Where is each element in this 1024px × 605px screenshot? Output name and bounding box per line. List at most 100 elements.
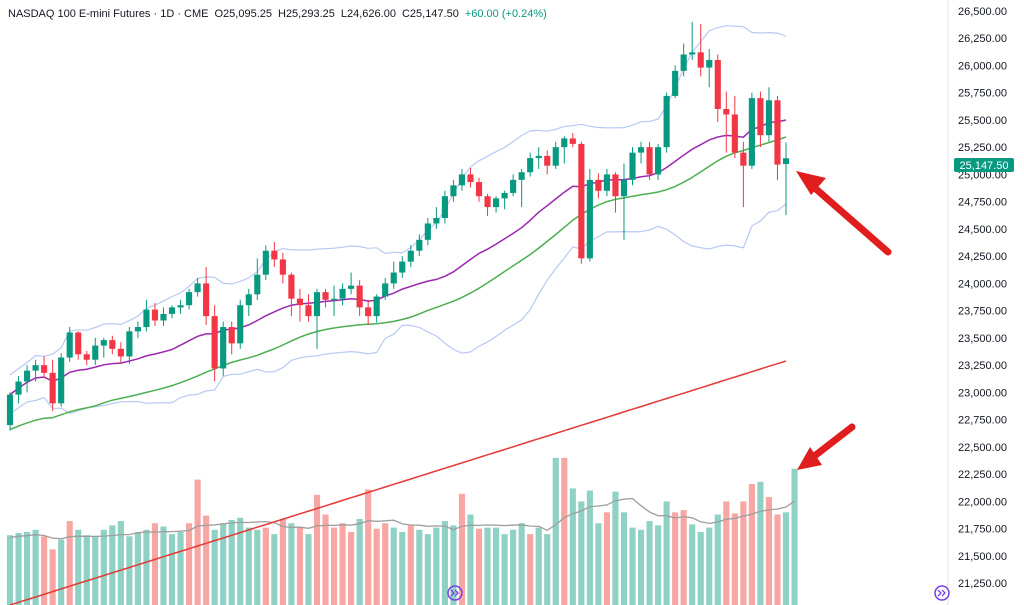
volume-bar: [203, 515, 210, 605]
candle-body: [697, 52, 704, 68]
volume-bar: [586, 490, 593, 605]
scroll-to-latest-icon[interactable]: [934, 585, 950, 601]
candle-body: [552, 147, 559, 166]
volume-bar: [740, 501, 747, 605]
candle-body: [714, 59, 721, 110]
price-tick-label: 26,000.00: [958, 60, 1007, 72]
candle-body: [706, 59, 713, 68]
chart-legend: NASDAQ 100 E-mini Futures · 1D · CME O25,…: [8, 8, 553, 20]
candle-body: [305, 305, 312, 317]
volume-bar: [655, 525, 662, 605]
volume-bar: [791, 468, 798, 605]
candle-body: [160, 313, 167, 321]
candle-body: [41, 365, 48, 373]
arrow-volume-head: [797, 447, 822, 470]
volume-bar: [211, 529, 218, 605]
candle-body: [186, 292, 193, 306]
candle-body: [126, 331, 133, 357]
candle-body: [339, 288, 346, 299]
volume-bar: [330, 527, 338, 605]
volume-bar: [92, 536, 99, 605]
volume-bar: [578, 501, 585, 605]
price-tick-label: 22,500.00: [958, 442, 1007, 454]
nav-forward-icon[interactable]: [447, 585, 463, 601]
candle-body: [211, 316, 218, 369]
candle-body: [220, 327, 227, 369]
candle-body: [399, 261, 406, 273]
volume-ma-line: [9, 497, 795, 540]
candle-body: [416, 239, 423, 251]
volume-bar: [544, 534, 551, 605]
volume-bar: [58, 539, 65, 605]
candle-body: [612, 174, 619, 197]
volume-bar: [569, 488, 576, 605]
volume-bar: [339, 523, 346, 605]
candle-body: [680, 54, 687, 71]
candle-body: [194, 283, 201, 293]
candle-body: [407, 250, 414, 262]
candle-body: [168, 307, 176, 314]
candle-body: [586, 179, 593, 259]
candle-body: [740, 152, 747, 166]
price-tick-label: 25,500.00: [958, 115, 1007, 127]
volume-bar: [458, 493, 466, 605]
price-tick-label: 24,750.00: [958, 197, 1007, 209]
volume-bar: [595, 523, 602, 605]
volume-bar: [237, 517, 244, 605]
volume-bar: [603, 512, 610, 605]
volume-bar: [450, 525, 457, 605]
volume-bar: [194, 479, 201, 605]
candle-body: [774, 100, 781, 165]
price-tick-label: 21,250.00: [958, 578, 1007, 590]
candle-body: [15, 381, 22, 395]
candle-body: [288, 274, 295, 299]
price-axis: 21,250.00 21,500.00 21,750.00 22,000.00 22,2…: [958, 6, 1007, 590]
price-tick-label: 24,000.00: [958, 278, 1007, 290]
candle-body: [75, 332, 82, 355]
volume-bar: [723, 501, 730, 605]
volume-bar: [134, 531, 141, 605]
price-tick-label: 26,250.00: [958, 33, 1007, 45]
volume-bar: [32, 529, 39, 605]
candle-body: [348, 285, 355, 289]
candle-body: [433, 218, 440, 224]
volume-bar: [510, 529, 517, 605]
candle-body: [322, 292, 329, 300]
ma50-line: [9, 136, 787, 431]
volume-bar: [663, 501, 670, 605]
price-tick-label: 26,500.00: [958, 6, 1007, 18]
lower-band-line: [9, 203, 787, 415]
volume-bar: [15, 533, 22, 605]
candle-body: [203, 283, 210, 317]
volume-bar: [245, 527, 252, 605]
candle-body: [655, 147, 662, 175]
candle-body: [458, 174, 466, 186]
volume-bar: [143, 529, 150, 605]
volume-bar: [697, 531, 704, 605]
volume-bar: [689, 524, 696, 605]
volume-bar: [186, 523, 193, 605]
volume-bar: [348, 531, 355, 605]
volume-bar: [49, 549, 56, 605]
volume-bar: [305, 534, 312, 605]
candle-body: [271, 250, 278, 260]
price-tick-label: 22,250.00: [958, 469, 1007, 481]
volume-bar: [706, 527, 713, 605]
candle-body: [501, 192, 508, 199]
volume-bar: [501, 534, 508, 605]
volume-bar: [527, 534, 534, 605]
volume-bar: [748, 484, 755, 605]
volume-bar: [100, 529, 107, 605]
candle-body: [365, 307, 372, 317]
candle-body: [484, 196, 491, 208]
volume-bar: [774, 514, 781, 605]
annotations: [796, 171, 892, 470]
high-value: H25,293.25: [278, 8, 335, 20]
volume-bar: [151, 523, 159, 605]
volume-bar: [109, 525, 116, 605]
candle-body: [262, 250, 269, 275]
last-price-tag-bg: [954, 158, 1014, 172]
candle-body: [92, 345, 99, 360]
volume-bar: [365, 489, 372, 605]
